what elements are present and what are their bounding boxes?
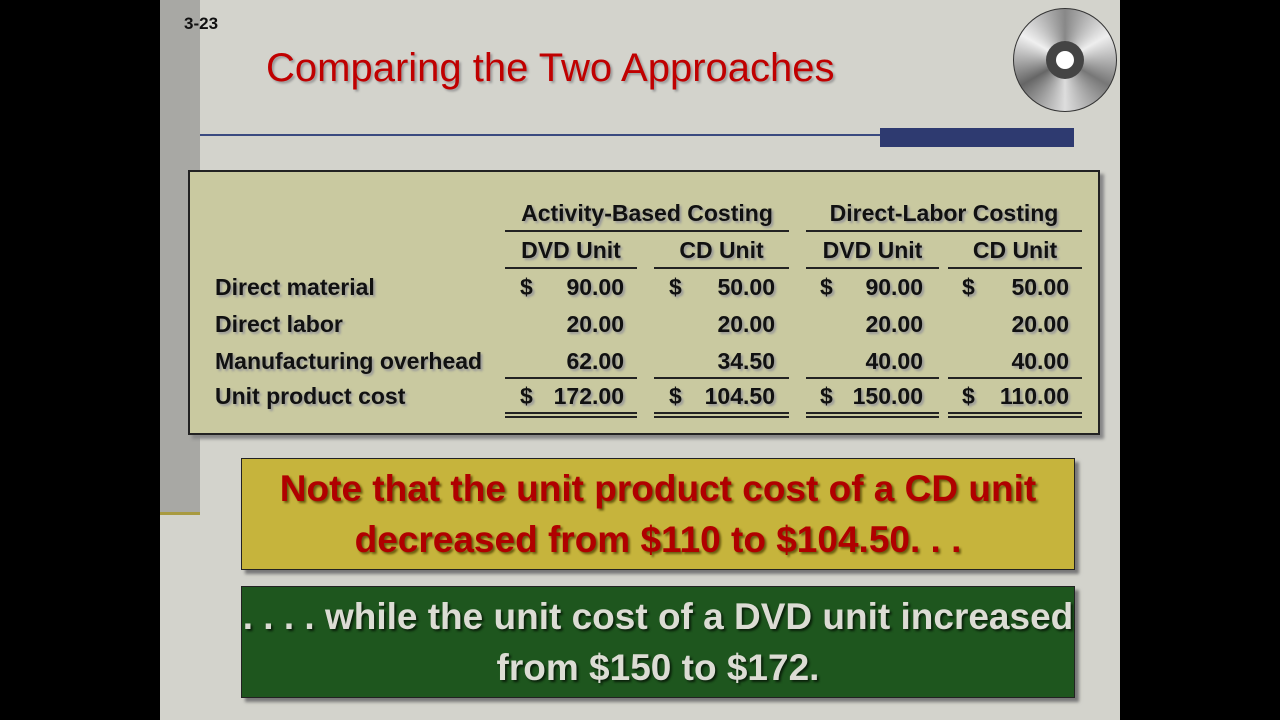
cost-comparison-table: Activity-Based Costing Direct-Labor Costi… bbox=[188, 170, 1100, 435]
underline bbox=[654, 377, 789, 379]
underline bbox=[948, 416, 1082, 418]
underline bbox=[654, 412, 789, 414]
note-green: . . . . while the unit cost of a DVD uni… bbox=[241, 586, 1075, 698]
cell-value: 40.00 bbox=[1011, 348, 1069, 374]
cell-value: 20.00 bbox=[717, 311, 775, 337]
cell-value: 62.00 bbox=[566, 348, 624, 374]
underline bbox=[505, 267, 637, 269]
row-label: Manufacturing overhead bbox=[215, 348, 483, 374]
currency-symbol: $ bbox=[962, 274, 975, 300]
column-header: CD Unit bbox=[679, 237, 764, 263]
underline bbox=[806, 377, 939, 379]
cell-value: 20.00 bbox=[1011, 311, 1069, 337]
cd-disc-icon bbox=[1013, 8, 1117, 112]
cell-value: 20.00 bbox=[566, 311, 624, 337]
cell-value: 20.00 bbox=[865, 311, 923, 337]
column-header: DVD Unit bbox=[521, 237, 621, 263]
underline bbox=[948, 412, 1082, 414]
row-label: Direct material bbox=[215, 274, 375, 300]
column-header: DVD Unit bbox=[822, 237, 923, 263]
underline bbox=[948, 267, 1082, 269]
row-label: Unit product cost bbox=[215, 383, 406, 409]
underline bbox=[505, 377, 637, 379]
cell-value: 90.00 bbox=[865, 274, 923, 300]
cell-value: 110.00 bbox=[999, 383, 1069, 409]
slide-title: Comparing the Two Approaches bbox=[266, 46, 835, 90]
cell-value: 150.00 bbox=[852, 383, 923, 409]
underline bbox=[505, 230, 789, 232]
underline bbox=[505, 412, 637, 414]
underline bbox=[806, 230, 1082, 232]
cell-value: 50.00 bbox=[1011, 274, 1069, 300]
slide: 3-23 Comparing the Two Approaches Activi… bbox=[160, 0, 1120, 720]
currency-symbol: $ bbox=[669, 274, 682, 300]
title-rule bbox=[200, 134, 880, 136]
column-header: CD Unit bbox=[972, 237, 1058, 263]
cell-value: 34.50 bbox=[717, 348, 775, 374]
cell-value: 50.00 bbox=[717, 274, 775, 300]
underline bbox=[806, 267, 939, 269]
underline bbox=[948, 377, 1082, 379]
currency-symbol: $ bbox=[520, 274, 533, 300]
note-yellow: Note that the unit product cost of a CD … bbox=[241, 458, 1075, 570]
group-header: Activity-Based Costing bbox=[521, 200, 773, 226]
currency-symbol: $ bbox=[820, 274, 833, 300]
underline bbox=[806, 416, 939, 418]
underline bbox=[654, 267, 789, 269]
cell-value: 40.00 bbox=[865, 348, 923, 374]
cell-value: 172.00 bbox=[553, 383, 624, 409]
group-header: Direct-Labor Costing bbox=[829, 200, 1059, 226]
cell-value: 104.50 bbox=[704, 383, 775, 409]
underline bbox=[505, 416, 637, 418]
currency-symbol: $ bbox=[820, 383, 833, 409]
cell-value: 90.00 bbox=[566, 274, 624, 300]
currency-symbol: $ bbox=[520, 383, 533, 409]
slide-number: 3-23 bbox=[184, 14, 219, 33]
currency-symbol: $ bbox=[669, 383, 682, 409]
underline bbox=[806, 412, 939, 414]
title-rule-bar bbox=[880, 128, 1074, 147]
currency-symbol: $ bbox=[962, 383, 975, 409]
underline bbox=[654, 416, 789, 418]
row-label: Direct labor bbox=[215, 311, 343, 337]
